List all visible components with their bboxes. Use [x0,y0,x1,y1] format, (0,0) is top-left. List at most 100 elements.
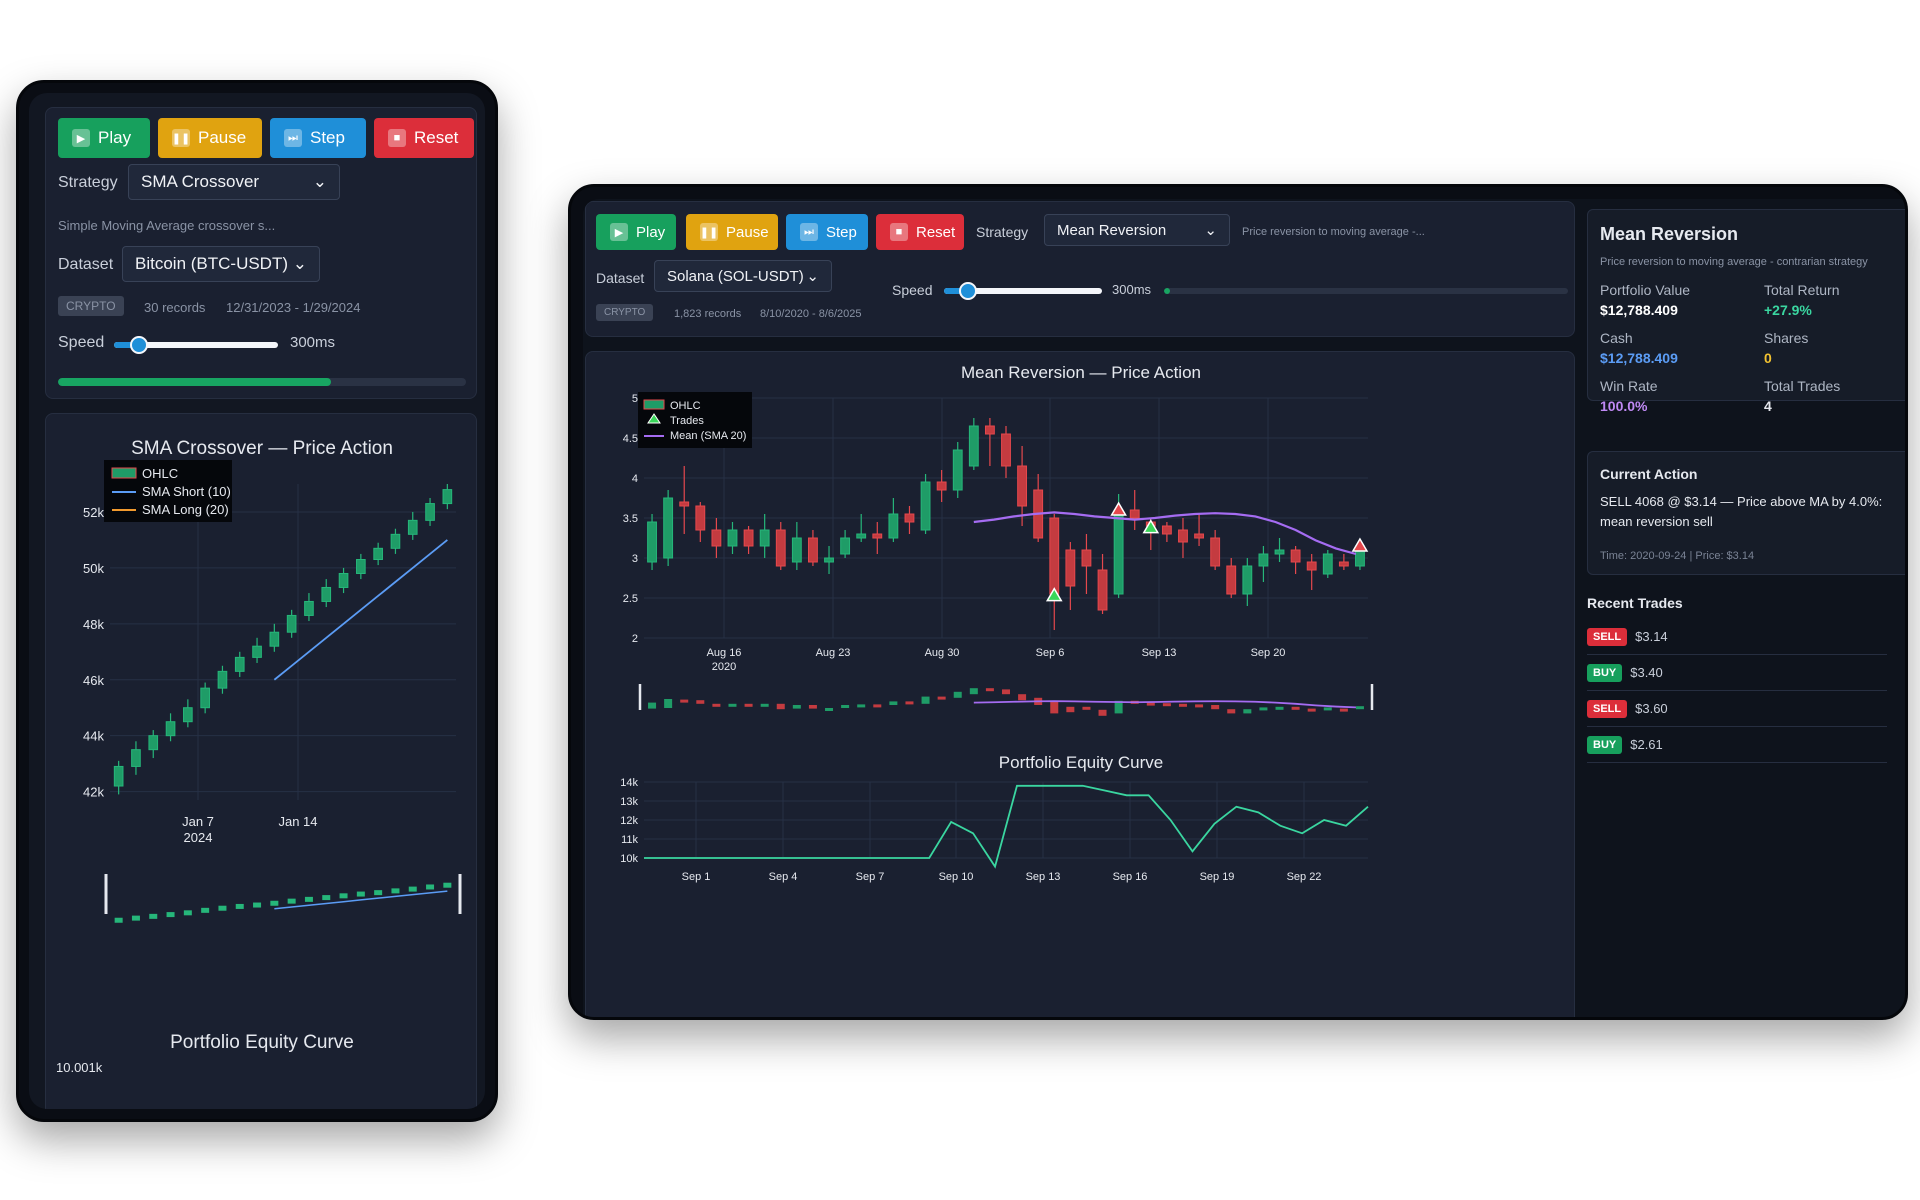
range-candle [183,910,192,916]
pause-button[interactable]: ❚❚ Pause [158,118,262,158]
range-candle [760,703,769,707]
pause-button[interactable]: ❚❚ Pause [686,214,778,250]
range-candle [728,703,737,707]
y-tick-label: 2 [632,633,638,645]
equity-line [644,784,1369,869]
range-candle [287,898,296,904]
speed-slider-fill [114,342,139,348]
legend-label: Trades [670,415,704,427]
playback-progress [1164,288,1568,294]
y-tick-label: 12k [620,815,638,827]
playback-progress-fill [58,378,332,386]
range-candle [1259,707,1268,711]
range-candle [408,886,417,892]
range-mean-line [973,700,1356,709]
y-tick-label: 46k [83,673,104,688]
trade-side-badge: SELL [1587,627,1628,646]
legend-ohlc-swatch [643,399,665,410]
range-candle [1002,689,1010,695]
candle-body [113,765,124,787]
range-candle [114,917,123,923]
phone-price-chart: SMA Crossover — Price Action 42k 44k 46k 48k… [56,438,462,1075]
range-candle [149,913,158,919]
step-button[interactable]: ⏭ Step [270,118,366,158]
phone-screen: ▶ Play ❚❚ Pause ⏭ Step ■ Reset Strategy SMA … [29,93,485,1109]
candle-body [711,529,722,547]
playback-progress-fill [1164,288,1171,294]
range-candle [1339,708,1348,712]
y-tick-label: 50k [83,561,104,576]
y-tick-label: 13k [620,796,638,808]
step-icon: ⏭ [800,223,818,241]
recent-trades-list: SELL $3.14 BUY $3.40 SELL $3.60 BUY $2.61 [1579,619,1905,779]
candle-body [663,497,674,559]
step-button[interactable]: ⏭ Step [786,214,868,250]
range-candle [857,704,866,708]
strategy-select[interactable]: SMA Crossover ⌄ [128,164,340,200]
y-tick-label: 44k [83,729,104,744]
range-candle [1082,706,1091,710]
play-button[interactable]: ▶ Play [58,118,150,158]
stop-icon: ■ [890,223,908,241]
x-tick-label: Jan 7 [182,814,214,829]
speed-slider[interactable] [114,336,278,354]
candle-body [131,749,141,767]
playback-progress [58,378,466,386]
speed-slider[interactable] [944,282,1102,300]
strategy-select[interactable]: Mean Reversion ⌄ [1044,214,1230,246]
range-candle [921,696,930,704]
reset-button[interactable]: ■ Reset [374,118,474,158]
dataset-select[interactable]: Bitcoin (BTC-USDT) ⌄ [122,246,320,282]
trade-side-badge: BUY [1587,663,1623,682]
candle-body [920,481,931,531]
range-candle [131,915,140,921]
speed-label: Speed [892,282,933,298]
candle-body [1274,549,1285,555]
range-candle [1307,708,1316,712]
range-candle [1323,707,1332,711]
trade-price: $3.60 [1635,701,1668,716]
y-tick-label: 11k [621,834,638,846]
range-candle [744,703,753,707]
play-icon: ▶ [610,223,628,241]
recent-trade-row: SELL $3.60 [1587,691,1887,727]
range-candle [825,708,834,711]
candle-body [679,501,690,507]
range-candle [374,890,383,896]
candle-body [1210,537,1221,567]
candle-body [791,537,802,563]
dataset-select[interactable]: Solana (SOL-USDT) ⌄ [654,260,832,292]
candle-body [390,533,401,549]
x-tick-label: Jan 14 [278,814,317,829]
speed-slider-handle[interactable] [958,282,977,300]
total-trades-value: 4 [1764,398,1772,414]
x-tick-label: Sep 16 [1113,871,1148,883]
range-candle [201,907,210,913]
strategy-label: Strategy [58,174,118,191]
recent-trades-title: Recent Trades [1587,595,1683,611]
current-action-meta: Time: 2020-09-24 | Price: $3.14 [1600,550,1755,562]
candle-body [1161,525,1172,535]
range-candle [1162,703,1171,707]
play-button[interactable]: ▶ Play [596,214,676,250]
range-candle [253,902,262,908]
range-candle [1227,709,1236,714]
legend-trades-swatch [647,413,661,424]
candle-body [1178,529,1188,543]
range-candle [1178,703,1187,707]
range-candle [953,691,962,698]
speed-value: 300ms [290,334,336,351]
speed-slider-handle[interactable] [129,336,148,354]
range-candle [1291,706,1300,710]
current-action-title: Current Action [1600,466,1698,482]
chevron-down-icon: ⌄ [292,254,307,273]
candle-body [1081,549,1092,567]
range-candle [841,705,850,708]
range-candle [443,882,452,888]
candle-body [234,656,245,672]
win-rate-value: 100.0% [1600,398,1648,414]
candle-body [183,707,193,723]
x-tick-label: Sep 6 [1036,647,1065,659]
reset-button[interactable]: ■ Reset [876,214,964,250]
total-return-label: Total Return [1764,282,1840,298]
